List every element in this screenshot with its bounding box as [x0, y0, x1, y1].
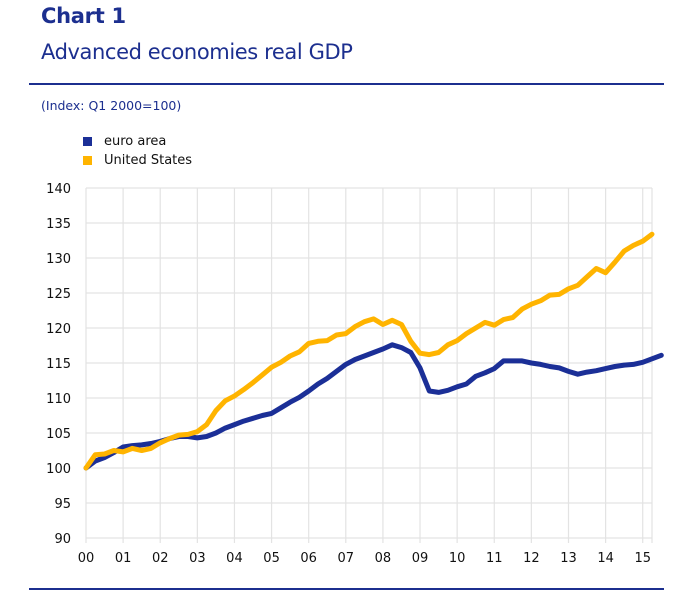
x-tick-label: 09: [412, 551, 429, 566]
units-label: (Index: Q1 2000=100): [41, 98, 182, 113]
legend-swatch-euro-area: [83, 137, 92, 146]
y-tick-label: 100: [46, 462, 71, 477]
x-tick-label: 14: [597, 551, 614, 566]
x-tick-label: 13: [560, 551, 577, 566]
x-tick-label: 07: [338, 551, 355, 566]
legend-item-euro-area: euro area: [83, 132, 192, 151]
series-line-united-states: [83, 231, 655, 471]
y-tick-label: 95: [54, 497, 71, 512]
x-tick-label: 01: [115, 551, 132, 566]
legend-swatch-united-states: [83, 156, 92, 165]
y-tick-label: 120: [46, 322, 71, 337]
y-tick-label: 135: [46, 217, 71, 232]
y-axis-ticks: 90 95 100 105 110 115 120 125 130 135 140: [46, 182, 71, 547]
x-tick-label: 05: [263, 551, 280, 566]
x-tick-label: 11: [486, 551, 503, 566]
y-tick-label: 115: [46, 357, 71, 372]
x-tick-label: 02: [152, 551, 169, 566]
legend-label-united-states: United States: [104, 153, 193, 168]
y-tick-label: 130: [46, 252, 71, 267]
x-tick-label: 08: [375, 551, 392, 566]
x-tick-label: 00: [78, 551, 95, 566]
x-tick-label: 06: [300, 551, 317, 566]
x-axis-ticks: 00 01 02 03 04 05 06 07 08 09 10 11 12 13 14 15: [78, 551, 651, 566]
y-tick-label: 140: [46, 182, 71, 197]
y-tick-label: 110: [46, 392, 71, 407]
x-tick-label: 04: [226, 551, 243, 566]
top-divider: [29, 83, 664, 85]
legend-label-euro-area: euro area: [104, 134, 167, 149]
x-tick-label: 03: [189, 551, 206, 566]
legend-item-united-states: United States: [83, 151, 192, 170]
y-tick-label: 125: [46, 287, 71, 302]
y-tick-label: 105: [46, 427, 71, 442]
x-tick-label: 15: [634, 551, 651, 566]
legend: euro area United States: [83, 132, 192, 170]
bottom-divider: [29, 588, 664, 590]
chart-title: Advanced economies real GDP: [41, 40, 353, 64]
y-tick-label: 90: [54, 532, 71, 547]
chart-label: Chart 1: [41, 4, 126, 28]
series-lines: [83, 231, 664, 471]
x-tick-label: 12: [523, 551, 540, 566]
x-tick-label: 10: [449, 551, 466, 566]
grid: [85, 187, 653, 543]
